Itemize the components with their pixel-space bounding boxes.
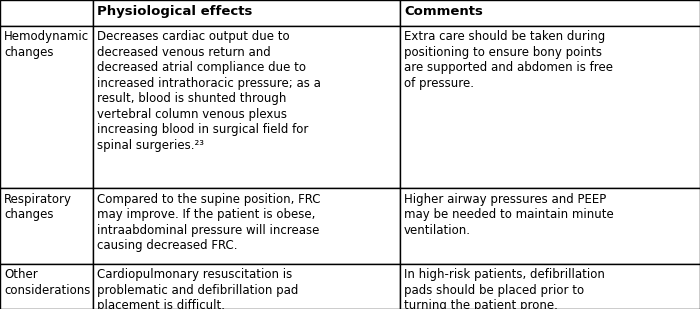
Text: Other
considerations: Other considerations (4, 268, 90, 297)
Bar (93, 0, 400, 26)
Bar (400, 188, 700, 264)
Text: Extra care should be taken during
positioning to ensure bony points
are supporte: Extra care should be taken during positi… (404, 30, 613, 90)
Text: Higher airway pressures and PEEP
may be needed to maintain minute
ventilation.: Higher airway pressures and PEEP may be … (404, 193, 614, 236)
Text: Respiratory
changes: Respiratory changes (4, 193, 72, 221)
Bar (0, 188, 93, 264)
Bar (93, 26, 400, 188)
Text: Cardiopulmonary resuscitation is
problematic and defibrillation pad
placement is: Cardiopulmonary resuscitation is problem… (97, 268, 299, 309)
Bar (93, 188, 400, 264)
Bar (400, 26, 700, 188)
Bar (0, 264, 93, 309)
Bar (0, 26, 93, 188)
Text: In high-risk patients, defibrillation
pads should be placed prior to
turning the: In high-risk patients, defibrillation pa… (404, 268, 605, 309)
Bar (400, 0, 700, 26)
Bar (93, 264, 400, 309)
Text: Decreases cardiac output due to
decreased venous return and
decreased atrial com: Decreases cardiac output due to decrease… (97, 30, 321, 152)
Text: Comments: Comments (404, 5, 483, 18)
Bar (0, 0, 93, 26)
Text: Hemodynamic
changes: Hemodynamic changes (4, 30, 90, 59)
Text: Compared to the supine position, FRC
may improve. If the patient is obese,
intra: Compared to the supine position, FRC may… (97, 193, 321, 252)
Bar (400, 264, 700, 309)
Text: Physiological effects: Physiological effects (97, 5, 253, 18)
